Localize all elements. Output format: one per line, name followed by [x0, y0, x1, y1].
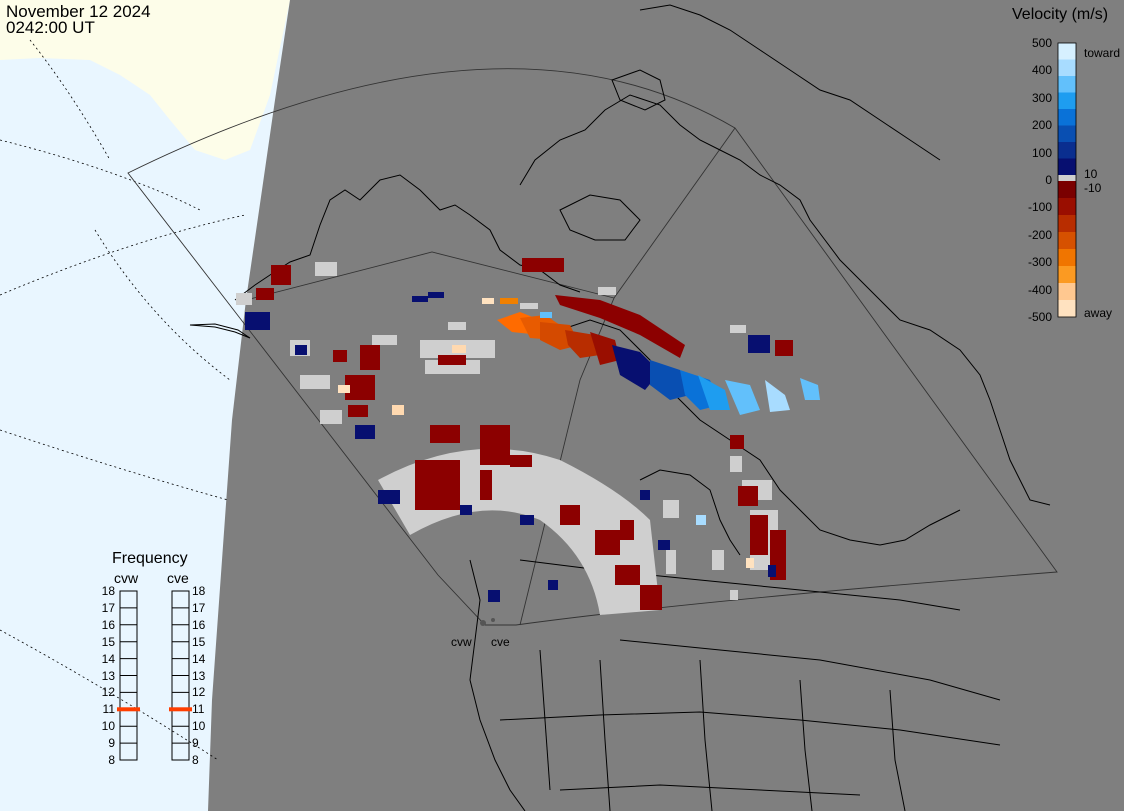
frequency-tick-label: 17	[101, 600, 115, 615]
velocity-tick-label: -100	[1027, 200, 1052, 215]
colorbar-segment	[1058, 158, 1076, 176]
velocity-tick-label: 400	[1031, 63, 1052, 78]
colorbar-segment	[1058, 215, 1076, 233]
colorbar-segment	[1058, 198, 1076, 216]
velocity-legend-title: Velocity (m/s)	[1012, 6, 1109, 23]
colorbar-zero-band	[1058, 175, 1076, 181]
frequency-tick-label: 12	[101, 685, 115, 700]
velocity-tick-label: 300	[1031, 90, 1052, 105]
velocity-tick-label: -200	[1027, 227, 1052, 242]
frequency-tick-label: 18	[192, 584, 206, 598]
frequency-tick-label: 15	[192, 634, 206, 649]
time-label: 0242:00 UT	[6, 18, 95, 37]
plus-ten-label: 10	[1084, 167, 1098, 181]
frequency-tick-label: 10	[101, 719, 115, 734]
colorbar-segment	[1058, 142, 1076, 159]
velocity-tick-label: -500	[1027, 310, 1052, 324]
frequency-tick-label: 14	[101, 651, 115, 666]
colorbar-segment	[1058, 181, 1076, 199]
velocity-tick-label: 200	[1031, 118, 1052, 133]
frequency-marker-cve	[169, 707, 192, 712]
colorbar-segment	[1058, 300, 1076, 318]
colorbar-segment	[1058, 43, 1076, 60]
colorbar-segment	[1058, 266, 1076, 284]
sunlit-land	[0, 0, 290, 160]
frequency-marker-cvw	[117, 707, 140, 712]
frequency-tick-label: 12	[192, 685, 206, 700]
frequency-tick-label: 8	[192, 753, 199, 767]
frequency-tick-label: 9	[192, 736, 199, 751]
frequency-tick-label: 15	[101, 634, 115, 649]
colorbar-segment	[1058, 109, 1076, 126]
radar-site-markers	[480, 618, 495, 626]
velocity-tick-label: 100	[1031, 145, 1052, 160]
frequency-tick-label: 14	[192, 651, 206, 666]
frequency-tick-label: 9	[108, 736, 115, 751]
land-mass	[208, 0, 1124, 811]
frequency-tick-label: 10	[192, 719, 206, 734]
velocity-tick-label: 0	[1045, 173, 1052, 187]
colorbar-segment	[1058, 249, 1076, 267]
minus-ten-label: -10	[1084, 181, 1102, 195]
frequency-radar-name: cve	[167, 570, 189, 586]
frequency-tick-label: 16	[192, 617, 206, 632]
date-label: November 12 2024	[6, 2, 151, 21]
colorbar-segment	[1058, 283, 1076, 301]
colorbar-segment	[1058, 125, 1076, 143]
frequency-tick-label: 18	[101, 584, 115, 598]
colorbar-frame	[1057, 42, 1077, 318]
velocity-cells-toward	[245, 292, 820, 602]
frequency-tick-label: 17	[192, 600, 206, 615]
velocity-tick-label: -300	[1027, 255, 1052, 270]
frequency-radar-name: cvw	[114, 570, 139, 586]
lat-lon-grid	[0, 39, 246, 761]
frequency-tick-label: 11	[102, 702, 115, 717]
frequency-tick-label: 13	[101, 668, 115, 683]
frequency-panel-title: Frequency	[112, 550, 188, 567]
frequency-tick-label: 8	[108, 753, 115, 767]
colorbar-segment	[1058, 232, 1076, 250]
site-label-cve: cve	[491, 635, 510, 649]
frequency-tick-label: 13	[192, 668, 206, 683]
site-label-cvw: cvw	[451, 635, 472, 649]
velocity-tick-label: -400	[1027, 282, 1052, 297]
toward-label: toward	[1084, 46, 1121, 60]
velocity-cells-away	[256, 258, 793, 610]
colorbar-segment	[1058, 92, 1076, 110]
coastlines	[189, 4, 1051, 811]
velocity-tick-label: 500	[1031, 36, 1052, 50]
colorbar-segment	[1058, 59, 1076, 77]
frequency-tick-label: 16	[101, 617, 115, 632]
frequency-tick-label: 11	[192, 702, 205, 717]
colorbar-segment	[1058, 76, 1076, 93]
away-label: away	[1084, 306, 1113, 320]
